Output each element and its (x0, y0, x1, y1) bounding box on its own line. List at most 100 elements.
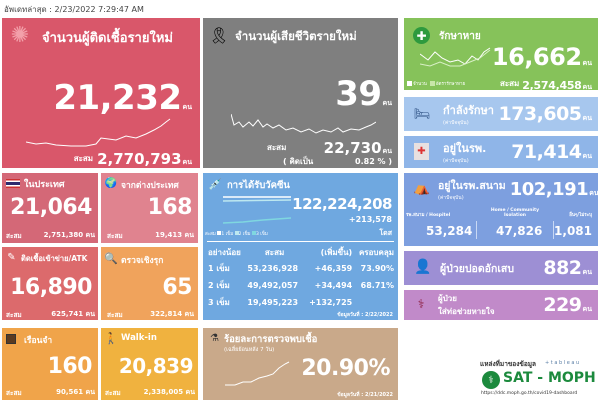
vaccine-sparkline (223, 196, 292, 224)
cell: +34,494 (314, 281, 353, 290)
unit: คน (184, 310, 194, 318)
recovered-title: รักษาหาย (439, 31, 481, 42)
legend-dose1: 1 เข็ม (221, 232, 234, 237)
unit: คน (185, 388, 195, 396)
imported-title: จากต่างประเทศ (121, 181, 179, 191)
new-cases-card[interactable]: ✺ จำนวนผู้ติดเชื้อรายใหม่ 21,232คน สะสม … (2, 18, 200, 168)
walkin-card[interactable]: 🚶 Walk-in 20,839 สะสม 2,338,005 คน (101, 328, 198, 400)
recovered-card[interactable]: ✚ รักษาหาย 16,662คน จำนวน อัตรารักษาหาย ส… (404, 18, 598, 90)
hospital-icon: ✚ (414, 143, 429, 160)
legend-cum: สะสม (205, 232, 216, 237)
deaths-card[interactable]: 🎗 จำนวนผู้เสียชีวิตรายใหม่ 39คน สะสม 22,… (203, 18, 398, 168)
unit: คน (589, 188, 598, 197)
prison-icon (6, 334, 16, 344)
legend-dose2: 2 เข็ม (238, 232, 251, 237)
pneumonia-value: 882 (543, 257, 582, 279)
ventilator-value: 229 (543, 294, 582, 316)
table-row: 1 เข็ม 53,236,928 +46,359 73.90% (206, 260, 396, 277)
hospital-title: อยู่ในรพ. (443, 142, 487, 155)
ventilator-icon: ⚕ (417, 297, 425, 311)
cell: 3 เข็ม (208, 298, 230, 307)
field-hospital-card[interactable]: ⛺ อยู่ในรพ.สนาม (ค่าปัจจุบัน) 102,191คน ร… (404, 173, 598, 246)
domestic-card[interactable]: ในประเทศ 21,064 สะสม 2,751,380 คน (2, 173, 98, 243)
divider (207, 241, 394, 242)
walking-icon: 🚶 (104, 331, 118, 345)
positivity-sub: (เฉลี่ยย้อนหลัง 7 วัน) (224, 347, 275, 353)
cell: 1 เข็ม (208, 264, 230, 273)
prison-value: 160 (47, 354, 93, 379)
cell: 2 เข็ม (208, 281, 230, 290)
source-label: แหล่งที่มาของข้อมูล (480, 360, 536, 368)
cum-label: สะสม (6, 388, 22, 397)
cell: 53,236,928 (247, 264, 299, 273)
hospital-card[interactable]: ✚ อยู่ในรพ. (ค่าปัจจุบัน) 71,414คน (404, 136, 598, 168)
divider (476, 221, 477, 239)
atk-card[interactable]: ✎ ติดเชื้อเข้าข่าย/ATK 16,890 สะสม 625,7… (2, 247, 98, 320)
moph-logo-icon: ⚕ (482, 371, 500, 389)
cum-label: สะสม (73, 154, 94, 163)
unit: คน (582, 152, 592, 160)
hospital-value: 71,414 (511, 141, 582, 163)
table-row: 2 เข็ม 49,492,057 +34,494 68.71% (206, 277, 396, 294)
cum-label: สะสม (6, 310, 22, 319)
deaths-pct: 0.82 % ) (355, 157, 392, 166)
new-cases-title: จำนวนผู้ติดเชื้อรายใหม่ (42, 31, 173, 46)
vaccine-table: อย่างน้อย สะสม (เพิ่มขึ้น) ครอบคลุม 1 เข็ม 5… (206, 245, 396, 311)
vaccine-unit: โดส (379, 229, 392, 237)
source-url[interactable]: https://ddc.moph.go.th/covid19-dashboard (481, 391, 578, 396)
field-col-value: 53,284 (426, 224, 473, 238)
recovered-sparkline (420, 47, 491, 67)
pneumonia-card[interactable]: 👤 ผู้ป่วยปอดอักเสบ 882คน (404, 251, 598, 285)
vaccine-total: 122,224,208 (292, 195, 392, 213)
cum-label: สะสม (6, 231, 22, 240)
active-title: ตรวจเชิงรุก (121, 256, 164, 266)
prison-card[interactable]: เรือนจำ 160 สะสม 90,561 คน (2, 328, 98, 400)
walkin-title: Walk-in (121, 333, 157, 343)
treating-card[interactable]: 🛏 กำลังรักษา (ค่าปัจจุบัน) 173,605คน (404, 97, 598, 131)
source-brand: SAT - MOPH (503, 370, 596, 386)
col-header: สะสม (264, 248, 285, 257)
tent-icon: ⛺ (413, 180, 431, 196)
unit: คน (85, 310, 95, 318)
new-cases-sparkline (26, 118, 171, 147)
syringe-icon: 💉 (208, 177, 222, 191)
walkin-value: 20,839 (118, 354, 194, 378)
unit: คน (182, 103, 192, 111)
unit: คน (382, 147, 392, 155)
domestic-title: ในประเทศ (24, 180, 65, 190)
unit: คน (85, 388, 95, 396)
last-update: อัพเดทล่าสุด : 2/23/2022 7:29:47 AM (4, 5, 144, 14)
ribbon-icon: 🎗 (208, 25, 230, 45)
atk-title: ติดเชื้อเข้าข่าย/ATK (21, 254, 88, 263)
imported-card[interactable]: 🌍 จากต่างประเทศ 168 สะสม 19,413 คน (101, 173, 198, 243)
vaccine-increase: +213,578 (348, 215, 392, 224)
legend-rate: อัตรารักษาหาย (435, 82, 466, 87)
cell: 19,495,223 (247, 298, 299, 307)
unit: คน (582, 305, 592, 313)
deaths-title: จำนวนผู้เสียชีวิตรายใหม่ (235, 29, 357, 43)
recovered-cum: 2,574,458 (522, 79, 582, 90)
positivity-date: ข้อมูลวันที่ : 2/21/2022 (337, 392, 393, 398)
legend-count: จำนวน (413, 82, 427, 87)
cum-label: สะสม (107, 231, 123, 240)
field-col-value: 1,081 (554, 224, 592, 238)
positivity-card[interactable]: ⚗ ร้อยละการตรวจพบเชื้อ (เฉลี่ยย้อนหลัง 7… (203, 328, 398, 400)
vaccine-date: ข้อมูลวันที่ : 2/22/2022 (337, 312, 393, 318)
field-col-label: รพ.สนาม / Hospitel (406, 213, 451, 218)
new-cases-value: 21,232 (53, 78, 182, 118)
field-value: 102,191 (509, 178, 589, 200)
active-value: 65 (162, 275, 192, 300)
unit: คน (184, 231, 194, 239)
table-header: อย่างน้อย สะสม (เพิ่มขึ้น) ครอบคลุม (206, 245, 396, 260)
active-search-card[interactable]: 🔍 ตรวจเชิงรุก 65 สะสม 322,814 คน (101, 247, 198, 320)
deaths-cum: 22,730 (323, 139, 382, 157)
col-header: อย่างน้อย (208, 248, 241, 257)
cell: 49,492,057 (247, 281, 299, 290)
prison-title: เรือนจำ (24, 336, 53, 346)
unit: คน (582, 268, 592, 276)
ventilator-card[interactable]: ⚕ ผู้ป่วย ใส่ท่อช่วยหายใจ 229คน (404, 290, 598, 320)
cum-label: สะสม (107, 310, 123, 319)
vaccine-card[interactable]: 💉 การได้รับวัคซีน 122,224,208 +213,578 โ… (203, 173, 398, 320)
unit: คน (85, 231, 95, 239)
atk-value: 16,890 (10, 275, 92, 300)
